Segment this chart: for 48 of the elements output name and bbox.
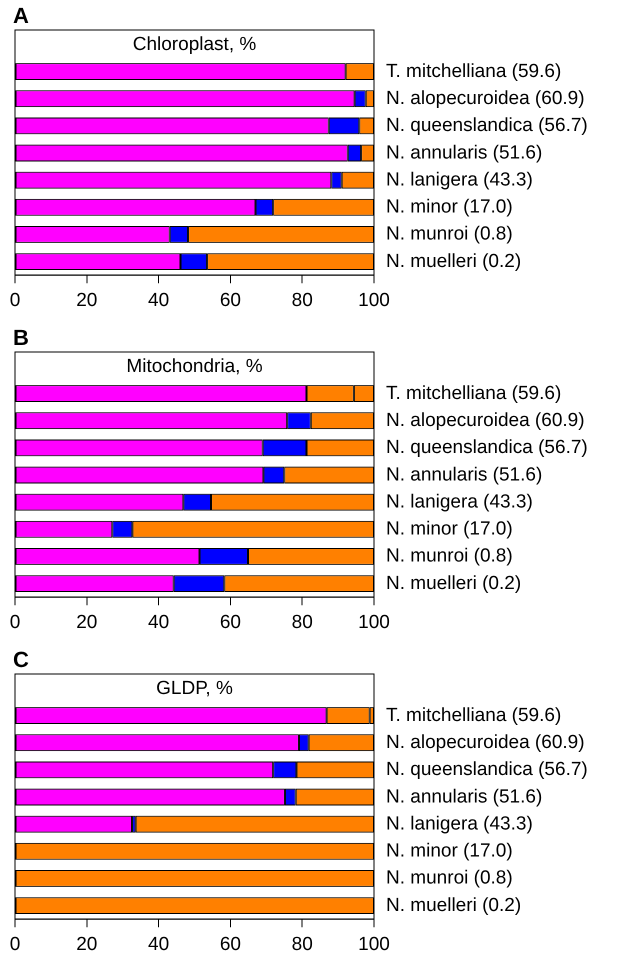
- y-tick-label: N. alopecuroidea (60.9): [386, 88, 585, 109]
- x-tick-label: 60: [220, 290, 241, 311]
- x-tick-label: 0: [10, 612, 20, 633]
- y-tick-label: T. mitchelliana (59.6): [386, 60, 562, 82]
- x-tick-label: 60: [220, 612, 241, 633]
- y-tick-label: N. munroi (0.8): [386, 546, 513, 567]
- y-tick-label: N. lanigera (43.3): [386, 169, 533, 190]
- chart-title: Chloroplast, %: [132, 34, 256, 56]
- y-tick-label: T. mitchelliana (59.6): [386, 382, 562, 404]
- y-tick-label: N. minor (17.0): [386, 840, 513, 862]
- x-tick-label: 80: [292, 612, 313, 633]
- y-tick-label: N. minor (17.0): [386, 196, 513, 218]
- y-tick-label: N. annularis (51.6): [386, 142, 542, 164]
- x-tick-label: 100: [358, 612, 390, 633]
- y-tick-label: N. annularis (51.6): [386, 464, 542, 486]
- y-tick-label: N. lanigera (43.3): [386, 813, 533, 834]
- y-tick-label: N. munroi (0.8): [386, 868, 513, 889]
- text: A: [13, 3, 29, 28]
- x-tick-label: 100: [358, 934, 390, 955]
- chart-title: GLDP, %: [156, 678, 233, 700]
- y-tick-label: N. alopecuroidea (60.9): [386, 732, 585, 753]
- y-tick-label: N. minor (17.0): [386, 518, 513, 540]
- x-tick-label: 40: [148, 934, 170, 955]
- text: C: [13, 647, 29, 672]
- x-tick-label: 20: [76, 290, 98, 311]
- x-tick-label: 20: [76, 934, 98, 955]
- y-tick-label: N. alopecuroidea (60.9): [386, 410, 585, 431]
- x-tick-label: 0: [10, 290, 20, 311]
- x-tick-label: 60: [220, 934, 241, 955]
- x-tick-label: 80: [292, 934, 313, 955]
- y-tick-label: N. muelleri (0.2): [386, 250, 522, 272]
- y-tick-label: N. queenslandica (56.7): [386, 437, 588, 458]
- x-tick-label: 80: [292, 290, 313, 311]
- x-tick-label: 40: [148, 290, 170, 311]
- text: B: [13, 325, 29, 350]
- y-tick-label: N. queenslandica (56.7): [386, 759, 588, 780]
- x-tick-label: 20: [76, 612, 98, 633]
- y-tick-label: N. munroi (0.8): [386, 224, 513, 245]
- y-tick-label: N. annularis (51.6): [386, 786, 542, 808]
- y-tick-label: N. muelleri (0.2): [386, 894, 522, 916]
- y-tick-label: N. lanigera (43.3): [386, 491, 533, 512]
- y-tick-label: N. queenslandica (56.7): [386, 115, 588, 136]
- chart-title: Mitochondria, %: [126, 356, 263, 378]
- y-tick-label: N. muelleri (0.2): [386, 572, 522, 594]
- x-tick-label: 40: [148, 612, 170, 633]
- y-tick-label: T. mitchelliana (59.6): [386, 704, 562, 726]
- x-tick-label: 0: [10, 934, 20, 955]
- x-tick-label: 100: [358, 290, 390, 311]
